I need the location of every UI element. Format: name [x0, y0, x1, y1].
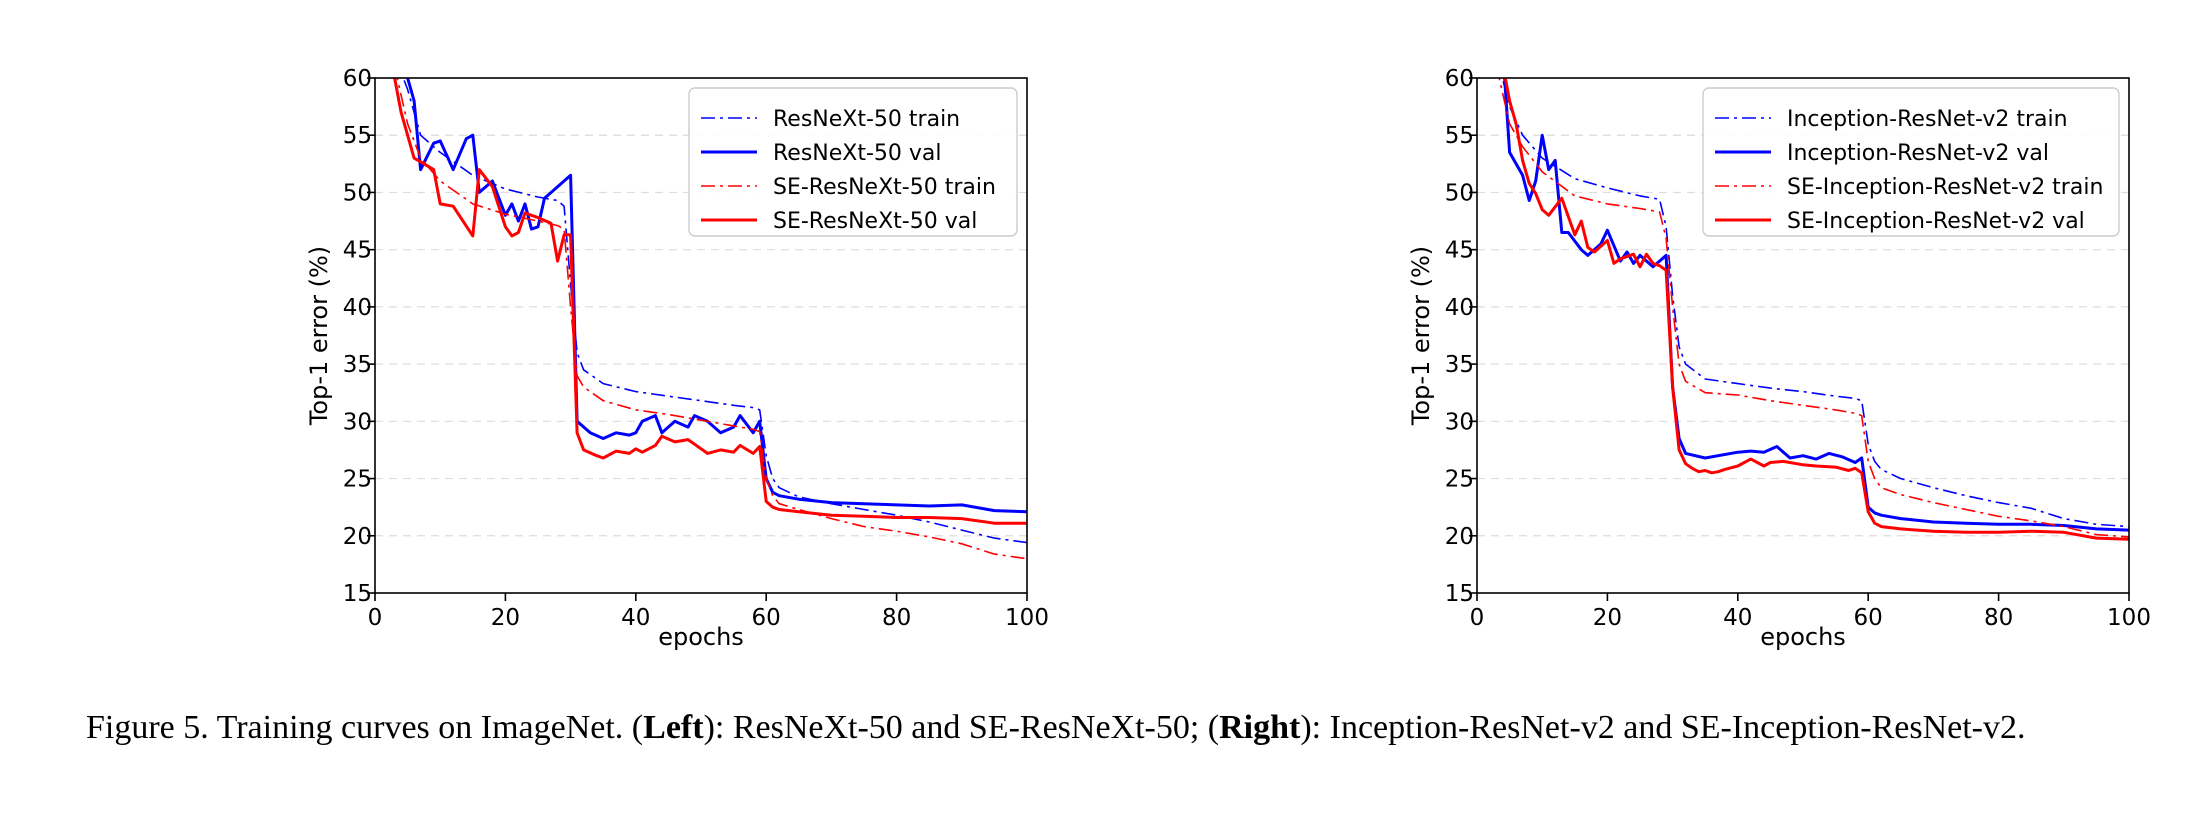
left-ytick-label: 40 [343, 295, 372, 321]
right-legend-label-2: SE-Inception-ResNet-v2 train [1787, 175, 2103, 200]
left-series-group [393, 78, 1027, 560]
right-series-line-3 [1503, 78, 2129, 541]
left-xtick-label: 80 [882, 605, 911, 631]
left-legend: ResNeXt-50 train ResNeXt-50 val SE-ResNeXt… [688, 87, 1018, 237]
right-series-line-1 [1503, 78, 2129, 532]
left-ytick-label: 30 [343, 409, 372, 435]
left-ytick-label: 20 [343, 524, 372, 550]
right-legend-box [1702, 87, 2120, 237]
left-yaxis-label: Top-1 error (%) [305, 246, 333, 426]
right-legend-label-0: Inception-ResNet-v2 train [1787, 107, 2068, 132]
left-ytick-label: 60 [343, 66, 372, 92]
caption-middle: ): ResNeXt-50 and SE-ResNeXt-50; ( [703, 709, 1220, 746]
left-legend-label-0: ResNeXt-50 train [773, 107, 960, 132]
right-xtick-label: 60 [1854, 605, 1883, 631]
left-ytick-label: 15 [343, 581, 372, 607]
right-series-line-0 [1501, 78, 2129, 528]
right-ytick-label: 30 [1445, 409, 1474, 435]
left-xtick-label: 0 [368, 605, 383, 631]
left-xtick-label: 20 [491, 605, 520, 631]
right-ytick-label: 15 [1445, 581, 1474, 607]
left-ytick-label: 55 [343, 123, 372, 149]
left-xaxis-label: epochs [658, 623, 744, 651]
left-xtick-label: 60 [752, 605, 781, 631]
right-yaxis-label: Top-1 error (%) [1407, 246, 1435, 426]
left-xtick-label: 100 [1005, 605, 1049, 631]
left-ytick-label: 50 [343, 180, 372, 206]
right-ytick-label: 25 [1445, 467, 1474, 493]
right-ytick-label: 35 [1445, 352, 1474, 378]
right-xtick-label: 40 [1723, 605, 1752, 631]
left-ytick-label: 35 [343, 352, 372, 378]
right-chart: 15 20 25 30 35 40 45 50 55 60 0 20 40 60 80 100 epochs To… [1407, 66, 2151, 651]
left-series-line-3 [393, 78, 1027, 525]
caption-suffix: ): Inception-ResNet-v2 and SE-Inception-… [1300, 709, 2026, 746]
left-plot-frame [374, 77, 1028, 594]
right-ytick-label: 55 [1445, 123, 1474, 149]
right-ytick-label: 40 [1445, 295, 1474, 321]
left-series-line-0 [402, 78, 1027, 544]
right-ytick-label: 50 [1445, 180, 1474, 206]
right-xtick-label: 80 [1984, 605, 2013, 631]
left-legend-label-1: ResNeXt-50 val [773, 141, 942, 166]
right-xaxis-label: epochs [1760, 623, 1846, 651]
right-xtick-label: 100 [2107, 605, 2151, 631]
left-chart: 15 20 25 30 35 40 45 50 55 60 0 20 40 60 80 100 epochs To… [305, 66, 1049, 651]
right-ytick-label: 45 [1445, 238, 1474, 264]
right-legend-label-3: SE-Inception-ResNet-v2 val [1787, 209, 2085, 234]
figure-caption: Figure 5. Training curves on ImageNet. (… [86, 706, 2146, 750]
right-ytick-label: 60 [1445, 66, 1474, 92]
caption-left-bold: Left [643, 709, 704, 746]
right-xtick-label: 20 [1593, 605, 1622, 631]
left-legend-label-2: SE-ResNeXt-50 train [773, 175, 996, 200]
right-series-group [1498, 78, 2129, 541]
left-ytick-label: 25 [343, 467, 372, 493]
right-plot-frame [1476, 77, 2130, 594]
left-legend-box [688, 87, 1018, 237]
left-xtick-label: 40 [621, 605, 650, 631]
left-ytick-label: 45 [343, 238, 372, 264]
right-legend-label-1: Inception-ResNet-v2 val [1787, 141, 2049, 166]
right-ytick-label: 20 [1445, 524, 1474, 550]
right-legend: Inception-ResNet-v2 train Inception-ResNe… [1702, 87, 2120, 237]
right-series-line-2 [1498, 78, 2129, 538]
left-legend-label-3: SE-ResNeXt-50 val [773, 209, 977, 234]
caption-prefix: Figure 5. Training curves on ImageNet. ( [86, 709, 644, 746]
caption-right-bold: Right [1219, 709, 1301, 746]
right-xtick-label: 0 [1470, 605, 1485, 631]
